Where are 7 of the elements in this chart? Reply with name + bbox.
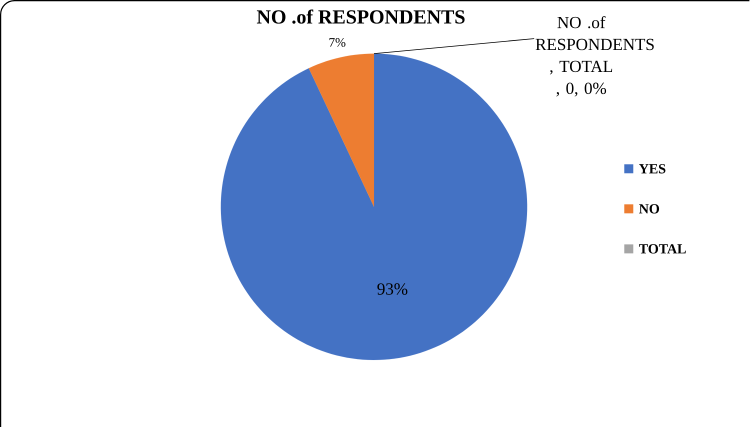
legend-label: YES: [639, 164, 666, 174]
chart-title: NO .of RESPONDENTS: [256, 10, 465, 24]
text: NO .of RESPONDENTS , TOTAL , 0, 0%: [536, 16, 654, 97]
legend-label: TOTAL: [639, 244, 686, 254]
data-label: 7%: [329, 38, 346, 47]
data-label: 93%: [377, 283, 408, 295]
legend-label: NO: [639, 204, 660, 214]
